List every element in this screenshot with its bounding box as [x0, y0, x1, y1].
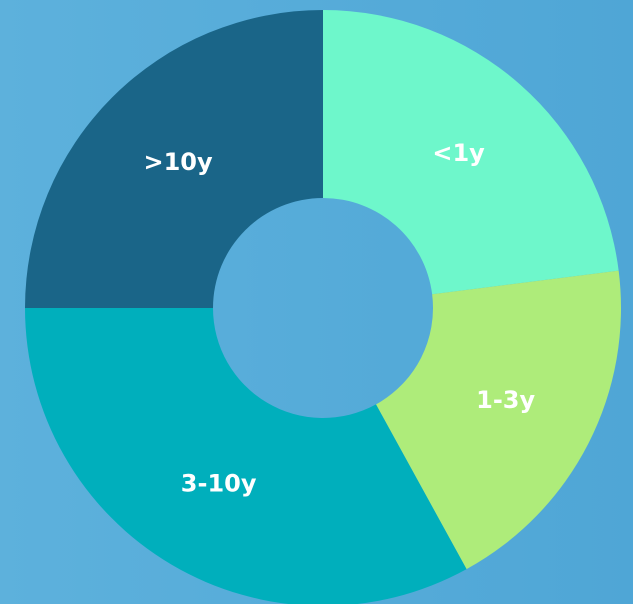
donut-segment [25, 10, 323, 308]
donut-segment [25, 308, 467, 604]
donut-segment [323, 10, 619, 295]
donut-segment [375, 270, 621, 570]
segment-label: <1y [432, 139, 485, 167]
segment-label: >10y [143, 148, 213, 176]
segment-label: 3-10y [181, 469, 257, 497]
segment-label: 1-3y [476, 386, 535, 414]
